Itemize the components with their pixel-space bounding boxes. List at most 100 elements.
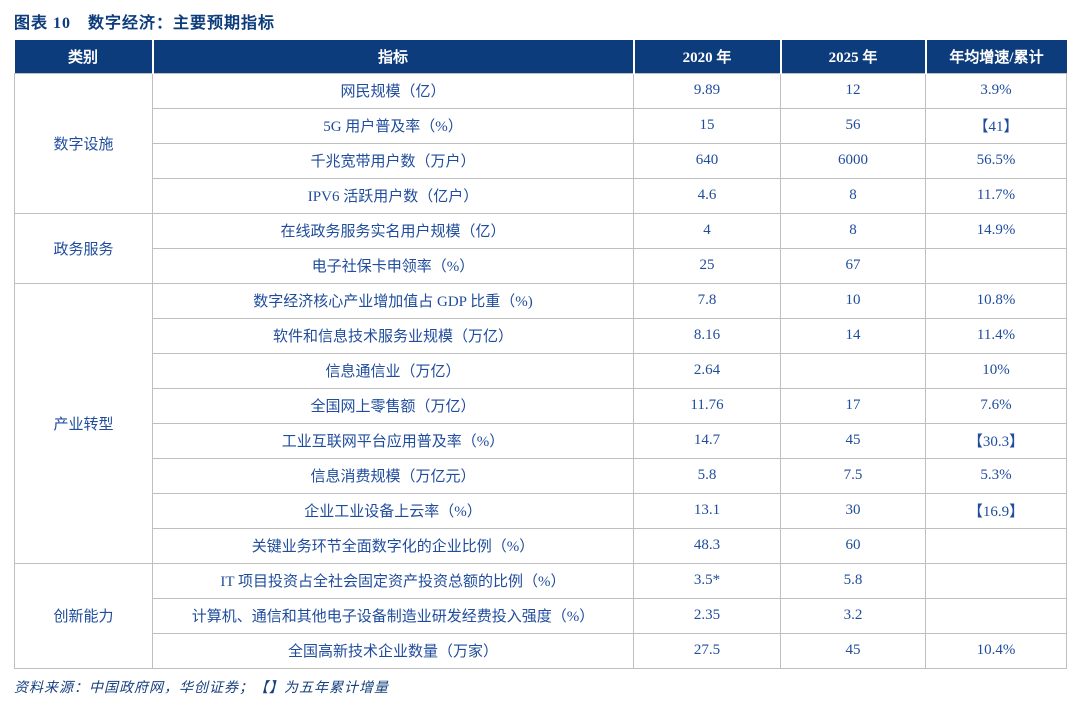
table-body: 数字设施 网民规模（亿） 9.89 12 3.9% 5G 用户普及率（%） 15 56 【41】… — [14, 72, 1067, 669]
indicator-cell: 千兆宽带用户数（万户） — [152, 142, 634, 179]
indicator-cell: 计算机、通信和其他电子设备制造业研发经费投入强度（%） — [152, 597, 634, 634]
indicator-cell: 在线政务服务实名用户规模（亿） — [152, 212, 634, 249]
value-2020-cell: 2.35 — [633, 597, 781, 634]
growth-cell: 【41】 — [925, 107, 1067, 144]
value-2020-cell: 15 — [633, 107, 781, 144]
table-row: 千兆宽带用户数（万户） 640 6000 56.5% — [15, 142, 1067, 179]
header-2025: 2025 年 — [779, 40, 926, 73]
category-cell: 数字设施 — [14, 72, 153, 214]
table-row: 软件和信息技术服务业规模（万亿） 8.16 14 11.4% — [15, 317, 1067, 354]
value-2020-cell: 2.64 — [633, 352, 781, 389]
growth-cell: 【30.3】 — [925, 422, 1067, 459]
value-2020-cell: 48.3 — [633, 527, 781, 564]
table-row: 企业工业设备上云率（%） 13.1 30 【16.9】 — [15, 492, 1067, 529]
indicators-table: 类别 指标 2020 年 2025 年 年均增速/累计 数字设施 网民规模（亿） 9… — [14, 40, 1067, 669]
table-row: 关键业务环节全面数字化的企业比例（%） 48.3 60 — [15, 527, 1067, 564]
header-row: 类别 指标 2020 年 2025 年 年均增速/累计 — [14, 40, 1067, 73]
value-2020-cell: 13.1 — [633, 492, 781, 529]
indicator-cell: IT 项目投资占全社会固定资产投资总额的比例（%） — [152, 562, 634, 599]
table-row: 数字设施 网民规模（亿） 9.89 12 3.9% — [14, 72, 1067, 214]
growth-cell — [925, 597, 1067, 634]
growth-cell: 3.9% — [925, 72, 1067, 109]
value-2025-cell: 60 — [780, 527, 926, 564]
table-row: 信息通信业（万亿） 2.64 10% — [15, 352, 1067, 389]
header-2020: 2020 年 — [632, 40, 781, 73]
growth-cell — [925, 527, 1067, 564]
header-indicator: 指标 — [151, 40, 634, 73]
indicator-cell: 软件和信息技术服务业规模（万亿） — [152, 317, 634, 354]
value-2025-cell: 5.8 — [780, 562, 926, 599]
value-2025-cell: 14 — [780, 317, 926, 354]
indicator-cell: 信息消费规模（万亿元） — [152, 457, 634, 494]
indicator-cell: 电子社保卡申领率（%） — [152, 247, 634, 284]
table-row: 全国高新技术企业数量（万家） 27.5 45 10.4% — [15, 632, 1067, 669]
table-row: 5G 用户普及率（%） 15 56 【41】 — [15, 107, 1067, 144]
value-2020-cell: 640 — [633, 142, 781, 179]
growth-cell: 56.5% — [925, 142, 1067, 179]
table-row: IPV6 活跃用户数（亿户） 4.6 8 11.7% — [15, 177, 1067, 214]
table-row: 信息消费规模（万亿元） 5.8 7.5 5.3% — [15, 457, 1067, 494]
value-2025-cell: 67 — [780, 247, 926, 284]
growth-cell: 10.8% — [925, 282, 1067, 319]
growth-cell: 10.4% — [925, 632, 1067, 669]
table-row: 全国网上零售额（万亿） 11.76 17 7.6% — [15, 387, 1067, 424]
table-row: 创新能力 IT 项目投资占全社会固定资产投资总额的比例（%） 3.5* 5.8 — [14, 562, 1067, 669]
growth-cell: 11.4% — [925, 317, 1067, 354]
value-2025-cell: 12 — [780, 72, 926, 109]
table-row: 政务服务 在线政务服务实名用户规模（亿） 4 8 14.9% — [14, 212, 1067, 284]
value-2025-cell: 6000 — [780, 142, 926, 179]
category-cell: 产业转型 — [14, 282, 153, 564]
value-2020-cell: 5.8 — [633, 457, 781, 494]
value-2020-cell: 9.89 — [633, 72, 781, 109]
category-cell: 政务服务 — [14, 212, 153, 284]
value-2025-cell: 30 — [780, 492, 926, 529]
category-cell: 创新能力 — [14, 562, 153, 669]
indicator-cell: 企业工业设备上云率（%） — [152, 492, 634, 529]
growth-cell — [925, 247, 1067, 284]
value-2025-cell: 8 — [780, 177, 926, 214]
value-2020-cell: 8.16 — [633, 317, 781, 354]
indicator-cell: 工业互联网平台应用普及率（%） — [152, 422, 634, 459]
value-2020-cell: 14.7 — [633, 422, 781, 459]
growth-cell — [925, 562, 1067, 599]
value-2020-cell: 27.5 — [633, 632, 781, 669]
indicator-cell: 信息通信业（万亿） — [152, 352, 634, 389]
value-2025-cell: 3.2 — [780, 597, 926, 634]
value-2020-cell: 7.8 — [633, 282, 781, 319]
value-2025-cell: 45 — [780, 632, 926, 669]
table-row: 计算机、通信和其他电子设备制造业研发经费投入强度（%） 2.35 3.2 — [15, 597, 1067, 634]
header-growth: 年均增速/累计 — [924, 40, 1067, 73]
indicator-cell: 网民规模（亿） — [152, 72, 634, 109]
indicator-cell: 数字经济核心产业增加值占 GDP 比重（%) — [152, 282, 634, 319]
figure-title: 图表 10 数字经济：主要预期指标 — [14, 15, 276, 32]
value-2025-cell: 17 — [780, 387, 926, 424]
value-2025-cell: 8 — [780, 212, 926, 249]
value-2020-cell: 25 — [633, 247, 781, 284]
indicator-cell: IPV6 活跃用户数（亿户） — [152, 177, 634, 214]
value-2025-cell — [780, 352, 926, 389]
value-2025-cell: 7.5 — [780, 457, 926, 494]
header-category: 类别 — [14, 40, 153, 73]
value-2025-cell: 56 — [780, 107, 926, 144]
value-2025-cell: 45 — [780, 422, 926, 459]
growth-cell: 7.6% — [925, 387, 1067, 424]
table-row: 工业互联网平台应用普及率（%） 14.7 45 【30.3】 — [15, 422, 1067, 459]
indicator-cell: 关键业务环节全面数字化的企业比例（%） — [152, 527, 634, 564]
table-row: 电子社保卡申领率（%） 25 67 — [15, 247, 1067, 284]
indicator-cell: 全国网上零售额（万亿） — [152, 387, 634, 424]
source-note: 资料来源：中国政府网，华创证券；【】为五年累计增量 — [14, 680, 389, 696]
growth-cell: 10% — [925, 352, 1067, 389]
growth-cell: 11.7% — [925, 177, 1067, 214]
table-row: 产业转型 数字经济核心产业增加值占 GDP 比重（%) 7.8 10 10.8% — [14, 282, 1067, 564]
value-2020-cell: 4.6 — [633, 177, 781, 214]
table-header: 类别 指标 2020 年 2025 年 年均增速/累计 — [14, 40, 1067, 73]
growth-cell: 14.9% — [925, 212, 1067, 249]
value-2025-cell: 10 — [780, 282, 926, 319]
value-2020-cell: 3.5* — [633, 562, 781, 599]
indicator-cell: 5G 用户普及率（%） — [152, 107, 634, 144]
indicator-cell: 全国高新技术企业数量（万家） — [152, 632, 634, 669]
growth-cell: 5.3% — [925, 457, 1067, 494]
value-2020-cell: 4 — [633, 212, 781, 249]
growth-cell: 【16.9】 — [925, 492, 1067, 529]
value-2020-cell: 11.76 — [633, 387, 781, 424]
